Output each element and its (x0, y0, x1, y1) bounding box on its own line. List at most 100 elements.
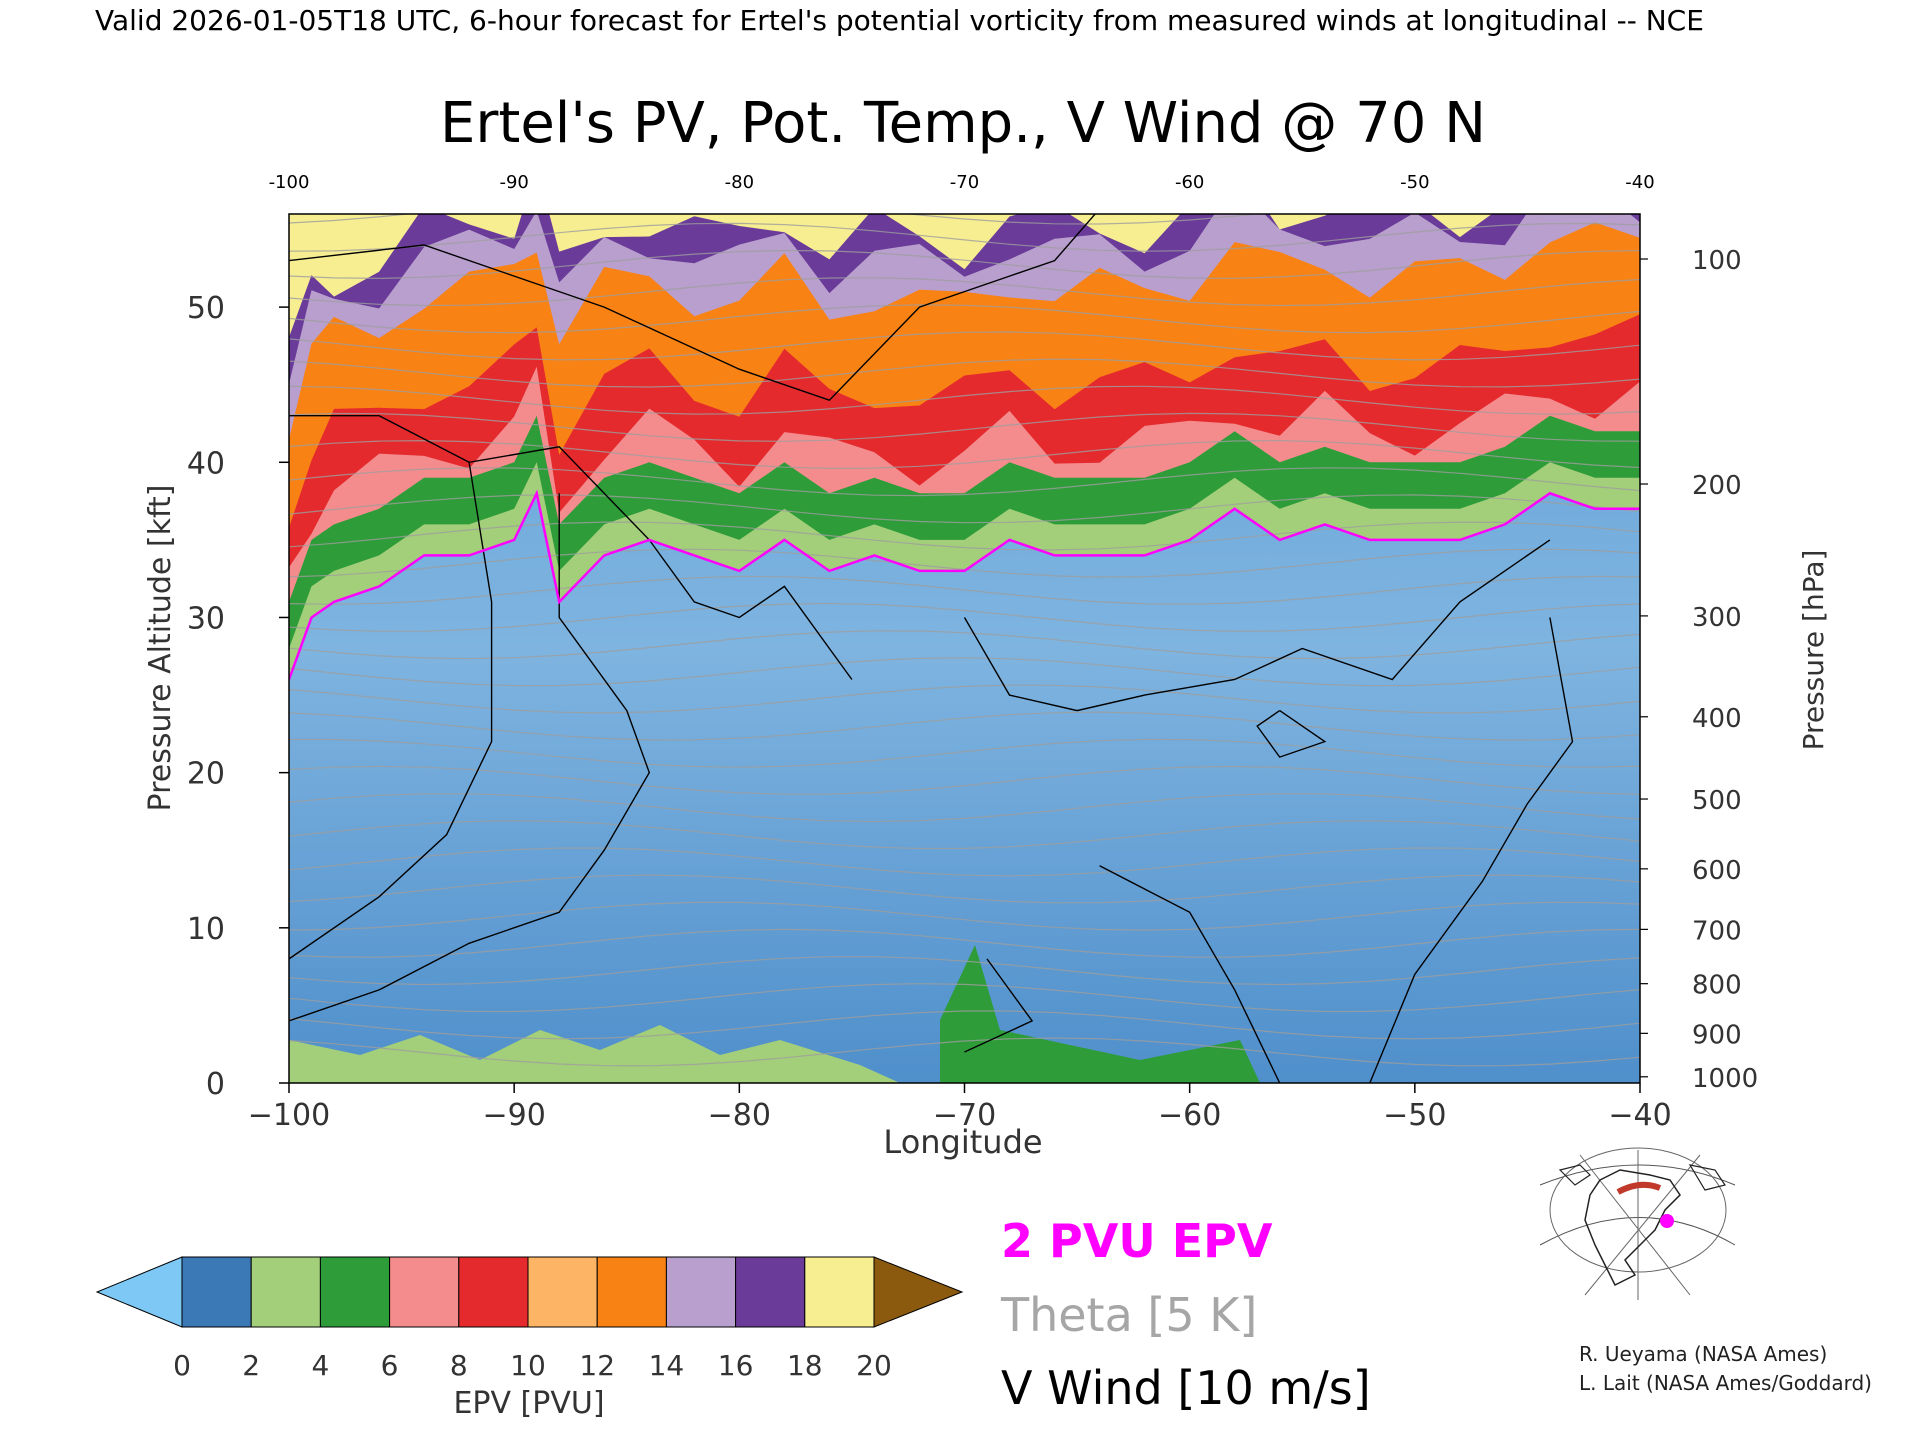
vwind-contour (963, 539, 1551, 712)
theta-contour (289, 439, 1640, 470)
colorbar-tick-label: 8 (450, 1349, 468, 1382)
surface-epv-band (940, 945, 1260, 1083)
theta-contour (289, 277, 1640, 307)
vwind-contour (289, 415, 853, 680)
pressure-tick-label: 900 (1692, 1020, 1742, 1050)
pressure-tick-label: 300 (1692, 603, 1742, 633)
theta-contour (289, 214, 1263, 225)
colorbar-over-arrow (873, 1256, 964, 1328)
pressure-tick-label: 800 (1692, 971, 1742, 1001)
colorbar-swatch (319, 1256, 391, 1328)
epv-band (289, 214, 1640, 338)
theta-contour (289, 222, 1640, 252)
colorbar-swatch (389, 1256, 460, 1328)
colorbar-tick-label: 6 (381, 1349, 399, 1382)
colorbar: 0 2 4 6 8 10 12 14 16 18 20 (95, 1256, 964, 1382)
pressure-tick-label: 700 (1692, 916, 1742, 946)
theta-contour (289, 304, 1640, 334)
colorbar-swatch (458, 1256, 529, 1328)
y-axis-right-label: Pressure [hPa] (1797, 550, 1830, 751)
colorbar-tick-label: 18 (787, 1349, 823, 1382)
pv-2pvu-contour (289, 489, 1640, 680)
x-tick-label: −100 (248, 1098, 330, 1133)
plot-area (289, 214, 1640, 1083)
theta-contour (289, 684, 1640, 714)
surface-epv-band (289, 1025, 900, 1083)
theta-contour (289, 874, 1640, 904)
top-tick-label: -50 (1400, 172, 1429, 193)
theta-contour (289, 412, 1640, 442)
colorbar-tick-label: 2 (242, 1349, 260, 1382)
epv-band (289, 214, 1640, 528)
theta-contour (289, 385, 1640, 415)
legend-pvu: 2 PVU EPV (1001, 1214, 1273, 1268)
theta-contour (289, 575, 1640, 605)
theta-contour (289, 249, 1640, 280)
theta-contour (289, 901, 1640, 931)
top-tick-label: -80 (725, 172, 754, 193)
colorbar-swatch (735, 1256, 806, 1328)
colorbar-under-arrow (95, 1256, 183, 1328)
credit-line-1: R. Ueyama (NASA Ames) (1579, 1342, 1827, 1366)
epv-band (289, 214, 1640, 440)
colorbar-swatch (665, 1256, 737, 1328)
vwind-contour (1256, 710, 1327, 758)
top-tick-label: -90 (499, 172, 528, 193)
top-tick-label: -70 (950, 172, 979, 193)
theta-contour (289, 1010, 1640, 1040)
axes: −100 -100 −90 -90 −80 -80 −70 -70 −60 -60 −50 -50 −4… (187, 172, 1758, 1133)
colorbar-tick-label: 16 (718, 1349, 754, 1382)
theta-contour (289, 494, 1640, 524)
globe-map-icon (1539, 1147, 1736, 1300)
x-tick-label: −90 (483, 1098, 546, 1133)
legend-vwind: V Wind [10 m/s] (1001, 1361, 1371, 1415)
colorbar-swatch (250, 1256, 321, 1328)
pressure-tick-label: 600 (1692, 856, 1742, 886)
colorbar-tick-label: 10 (510, 1349, 546, 1382)
vwind-contour (964, 958, 1034, 1053)
valid-time-header: Valid 2026-01-05T18 UTC, 6-hour forecast… (95, 4, 1704, 37)
credit-line-2: L. Lait (NASA Ames/Goddard) (1579, 1371, 1872, 1395)
pressure-tick-label: 400 (1692, 704, 1742, 734)
theta-contour (289, 467, 1640, 497)
theta-contour (289, 956, 1640, 986)
y-tick-label: 50 (187, 291, 225, 326)
x-tick-label: −50 (1383, 1098, 1446, 1133)
theta-contour (289, 521, 1640, 551)
theta-contour (289, 602, 1640, 633)
y-tick-label: 20 (187, 757, 225, 792)
pressure-tick-label: 100 (1692, 246, 1742, 276)
colorbar-tick-label: 0 (173, 1349, 191, 1382)
theta-contour (289, 1037, 1640, 1067)
colorbar-swatch (527, 1256, 598, 1328)
theta-contour (289, 928, 1640, 958)
theta-contour (289, 657, 1640, 687)
vwind-contours (289, 214, 1574, 1083)
theta-contour (289, 738, 1640, 768)
colorbar-tick-label: 14 (649, 1349, 685, 1382)
theta-contour (289, 358, 1640, 388)
colorbar-swatch (596, 1256, 667, 1328)
theta-contour (289, 331, 1640, 361)
pressure-tick-label: 500 (1692, 786, 1742, 816)
theta-contour (289, 711, 1640, 741)
pressure-tick-label: 200 (1692, 471, 1742, 501)
pressure-tick-label: 1000 (1692, 1064, 1758, 1094)
top-tick-label: -40 (1625, 172, 1654, 193)
y-tick-label: 40 (187, 446, 225, 481)
vwind-contour (289, 493, 651, 1022)
stratosphere-bands (289, 214, 1640, 1083)
theta-contour (289, 847, 1640, 877)
top-tick-label: -100 (269, 172, 310, 193)
theta-contour (289, 765, 1640, 795)
x-axis-label: Longitude (883, 1123, 1042, 1161)
vwind-contour (1369, 617, 1574, 1083)
y-tick-label: 0 (206, 1067, 225, 1102)
colorbar-swatch (804, 1256, 875, 1328)
theta-contours (289, 214, 1640, 1067)
colorbar-tick-label: 4 (311, 1349, 329, 1382)
colorbar-swatch (181, 1256, 252, 1328)
y-tick-label: 10 (187, 912, 225, 947)
x-tick-label: −40 (1608, 1098, 1671, 1133)
